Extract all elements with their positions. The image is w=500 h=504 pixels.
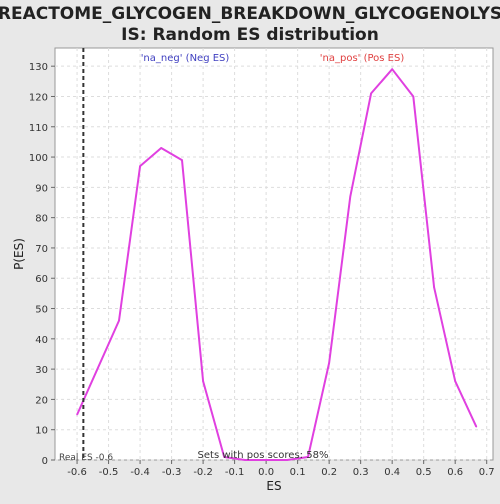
data-point (160, 147, 162, 149)
real-es-annotation: Real ES -0.6 (59, 453, 113, 463)
x-tick-label: 0.4 (384, 467, 400, 478)
x-tick-label: -0.1 (225, 467, 245, 478)
y-tick-label: 80 (35, 214, 48, 225)
y-tick-label: 60 (35, 274, 48, 285)
y-tick-label: 10 (35, 426, 48, 437)
y-tick-label: 30 (35, 365, 48, 376)
y-tick-label: 120 (29, 92, 48, 103)
x-tick-label: 0.7 (479, 467, 495, 478)
x-tick-label: 0.5 (416, 467, 432, 478)
x-tick-label: -0.2 (193, 467, 213, 478)
data-point (202, 380, 204, 383)
y-tick-label: 20 (35, 395, 48, 406)
data-point (139, 165, 141, 167)
chart-title-line-2: IS: Random ES distribution (121, 25, 379, 45)
x-tick-label: -0.4 (130, 467, 150, 478)
x-tick-label: 0.6 (447, 467, 463, 478)
y-tick-label: 100 (29, 153, 48, 164)
data-point (118, 319, 120, 322)
neg-es-label: 'na_neg' (Neg ES) (141, 53, 230, 64)
grid-lines (55, 48, 493, 461)
y-tick-label: 50 (35, 305, 48, 316)
x-tick-label: -0.5 (99, 467, 119, 478)
x-tick-label: 0.1 (290, 467, 306, 478)
data-point (433, 286, 435, 289)
data-point (286, 459, 289, 461)
data-point (76, 413, 78, 416)
plot-area (54, 47, 494, 461)
data-point (244, 459, 246, 461)
x-tick-label: -0.3 (162, 467, 182, 478)
y-tick-label: 90 (35, 183, 48, 194)
series-layer (76, 68, 478, 461)
data-point (349, 195, 352, 198)
data-point (412, 95, 415, 98)
data-point (223, 456, 226, 458)
sets-pos-scores-annotation: Sets with pos scores: 58% (198, 450, 329, 461)
data-point (307, 456, 309, 458)
x-tick-label: 0.3 (353, 467, 369, 478)
x-tick-label: 0.0 (258, 467, 274, 478)
x-tick-label: -0.6 (67, 467, 87, 478)
x-axis-title: ES (266, 479, 281, 493)
y-tick-label: 0 (42, 456, 48, 467)
data-point (265, 459, 267, 461)
data-point (181, 159, 183, 161)
y-tick-label: 70 (35, 244, 48, 255)
data-point (454, 380, 456, 383)
y-tick-label: 40 (35, 335, 48, 346)
data-point (391, 68, 393, 71)
y-tick-label: 130 (29, 62, 48, 73)
x-tick-label: 0.2 (321, 467, 337, 478)
pos-es-label: 'na_pos' (Pos ES) (320, 53, 405, 64)
data-point (328, 362, 330, 364)
data-point (370, 92, 372, 95)
data-point (475, 425, 478, 428)
chart-title-line-1: REACTOME_GLYCOGEN_BREAKDOWN_GLYCOGENOLYS (0, 4, 500, 24)
y-axis-title: P(ES) (12, 238, 26, 270)
y-tick-label: 110 (29, 123, 48, 134)
